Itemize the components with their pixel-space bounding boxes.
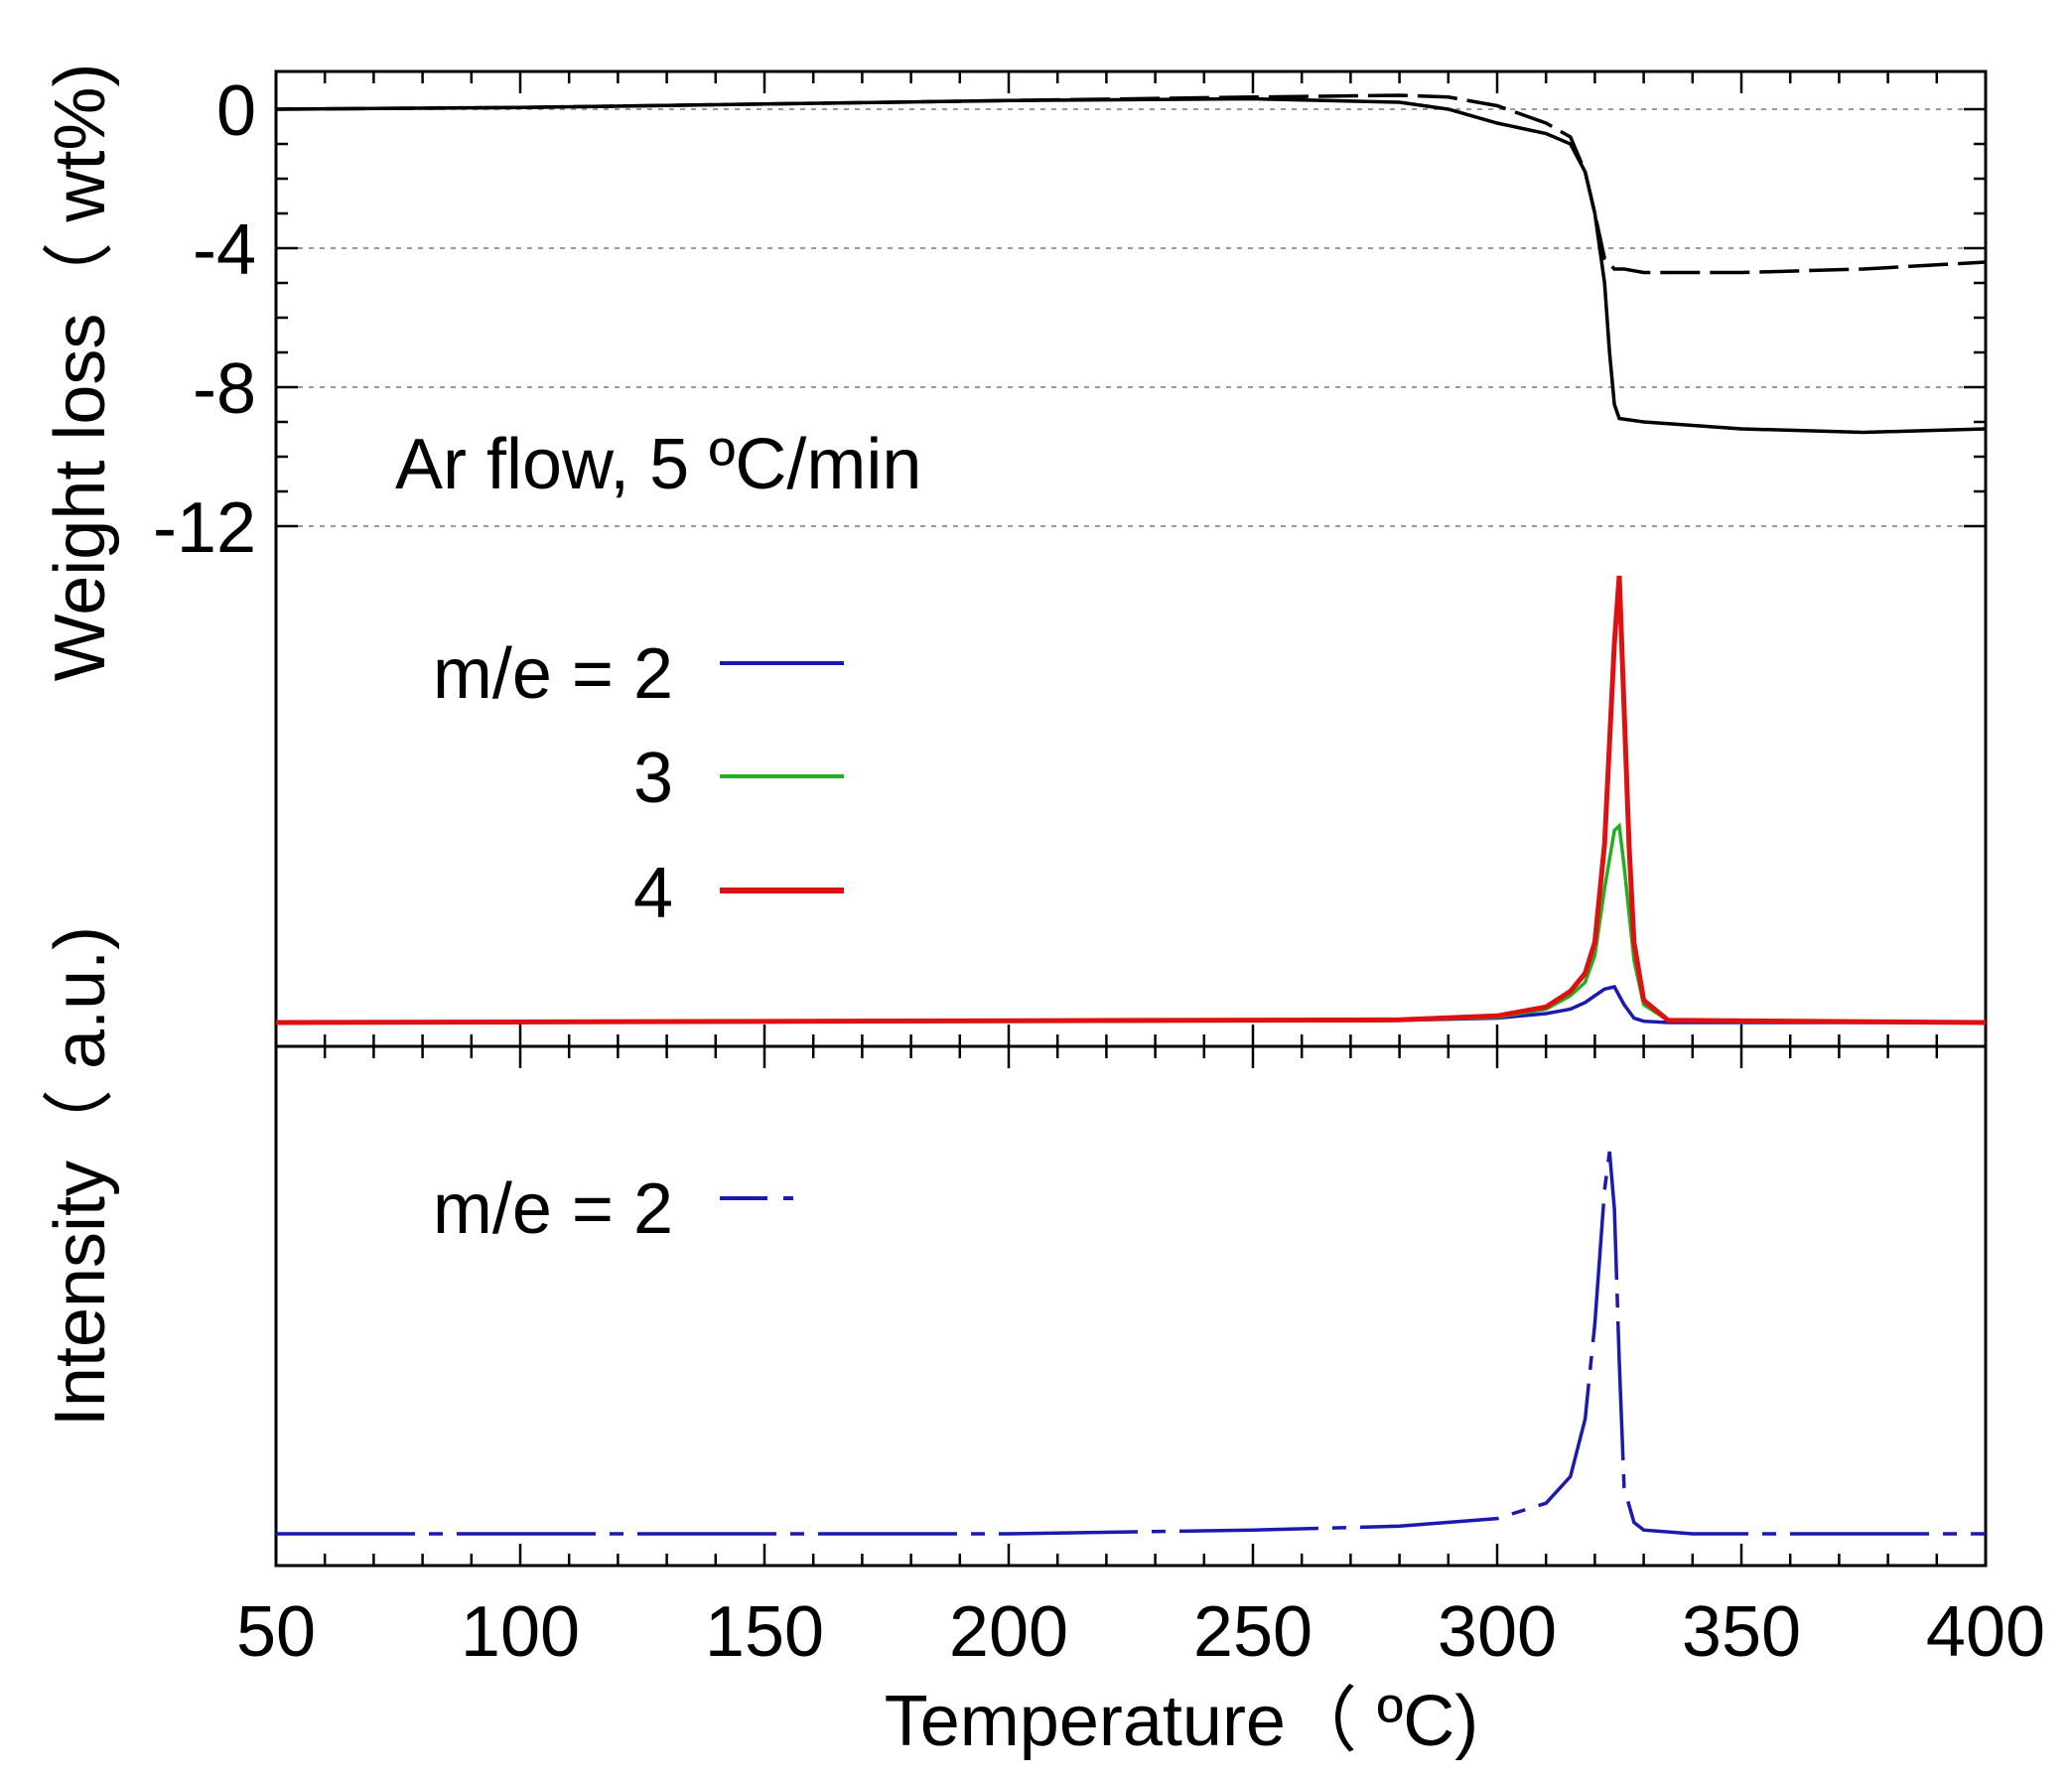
ms-legend: m/e = 2 3 4 xyxy=(433,634,844,933)
y-tick-label--8: -8 xyxy=(193,349,256,429)
grid-layer xyxy=(276,108,1986,527)
weight-axis-title: Weight loss（ wt%) xyxy=(41,64,120,682)
lower-plot-frame xyxy=(274,1044,1988,1568)
x-tick-label-200: 200 xyxy=(949,1592,1068,1672)
x-tick-label-400: 400 xyxy=(1926,1592,2045,1672)
ms2-curve-m-e-2 xyxy=(276,1151,1986,1536)
y-tick-label--12: -12 xyxy=(153,488,256,568)
condition-annotation: Ar flow, 5 ºC/min xyxy=(395,425,921,504)
tg-curve-dashed xyxy=(275,93,1987,275)
x-tick-label-100: 100 xyxy=(461,1592,580,1672)
label-layer: 50 100 150 200 250 300 350 400 0 -4 -8 -12 xyxy=(153,71,2045,1672)
legend-label-m-e-2-dashed: m/e = 2 xyxy=(433,1169,673,1249)
y-tick-label--4: -4 xyxy=(193,210,256,290)
legend-label-4: 4 xyxy=(633,854,673,933)
ms-curve-3 xyxy=(275,822,1987,1025)
x-tick-label-300: 300 xyxy=(1438,1592,1557,1672)
y-tick-label-0: 0 xyxy=(216,71,256,151)
intensity-axis-title: Intensity（ a.u.) xyxy=(41,926,120,1427)
ms2-legend: m/e = 2 xyxy=(433,1169,809,1249)
x-tick-label-250: 250 xyxy=(1193,1592,1312,1672)
legend-label-m-e-2: m/e = 2 xyxy=(433,634,673,714)
series-layer xyxy=(275,93,1987,1536)
upper-plot-frame xyxy=(274,69,1988,1048)
ms-curve-2 xyxy=(275,984,1986,1025)
x-tick-label-350: 350 xyxy=(1682,1592,1801,1672)
tg-curve-solid xyxy=(275,96,1987,435)
legend-label-3: 3 xyxy=(633,739,673,818)
x-tick-label-150: 150 xyxy=(705,1592,824,1672)
x-tick-label-50: 50 xyxy=(236,1592,316,1672)
x-axis-title: Temperature（ ºC) xyxy=(885,1682,1478,1761)
ms-curve-4 xyxy=(275,575,1987,1026)
tick-layer xyxy=(274,71,1988,1566)
